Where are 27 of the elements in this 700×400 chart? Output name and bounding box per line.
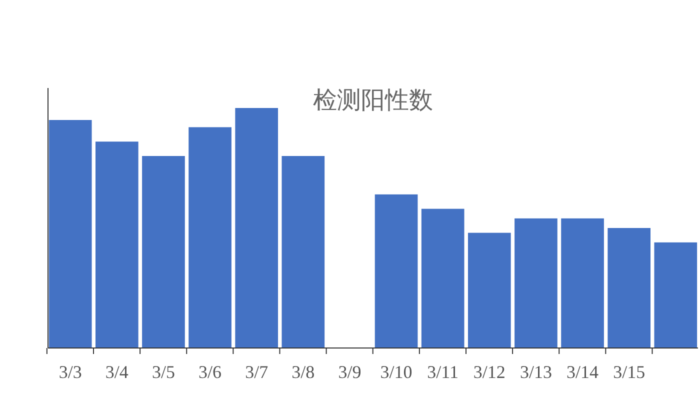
bar [95, 142, 138, 348]
bar [561, 218, 604, 348]
bar [374, 194, 418, 348]
bar [654, 242, 698, 348]
bar [421, 208, 464, 348]
x-tick-label: 3/12 [473, 362, 506, 382]
bar [514, 218, 558, 348]
x-tick-label: 3/9 [338, 362, 362, 382]
x-tick-label: 3/6 [198, 362, 222, 382]
x-tick-label: 3/14 [566, 362, 599, 382]
bar [142, 156, 185, 348]
x-tick-label: 3/11 [427, 362, 459, 382]
x-tick-label: 3/5 [152, 362, 175, 382]
chart-title: 检测阳性数 [313, 86, 433, 114]
x-tick-label: 3/7 [245, 362, 268, 382]
x-tick-label: 3/13 [520, 362, 552, 382]
x-tick-label: 3/4 [105, 362, 128, 382]
bar [48, 120, 92, 348]
x-tick-label: 3/3 [58, 362, 82, 382]
bar [468, 232, 511, 348]
x-tick-label: 3/15 [613, 362, 646, 382]
bar [608, 228, 651, 348]
x-tick-label: 3/10 [380, 362, 412, 382]
bar [188, 127, 232, 348]
bar [235, 108, 278, 348]
bar [282, 156, 325, 348]
x-tick-label: 3/8 [292, 362, 315, 382]
